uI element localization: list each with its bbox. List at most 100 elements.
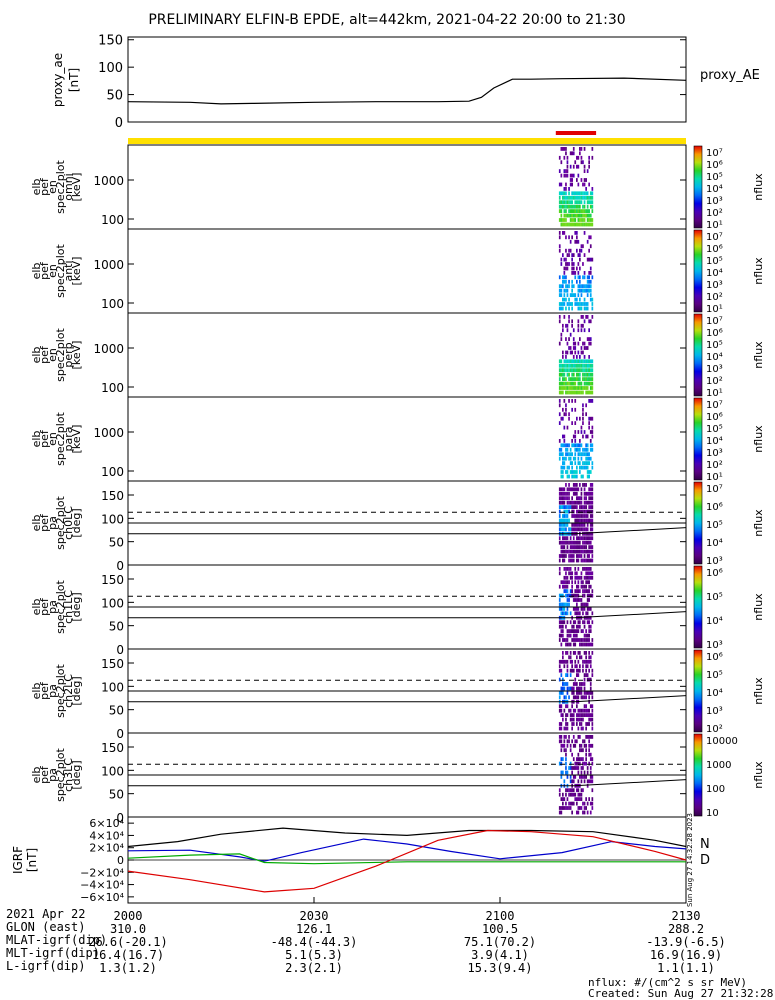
ch2lc-panel-pixel [589,659,592,664]
omni-panel-pixel [562,191,564,196]
ch2lc-panel-pixel [585,659,587,664]
ch1lc-panel-pixel [589,584,592,589]
ch0lc-panel-pixel [583,523,586,527]
para-panel-ytick-label: 1000 [93,426,124,440]
ch1lc-panel-pixel [579,638,581,642]
para-panel-pixel [586,443,589,448]
anti-panel-pixel [586,302,589,306]
ch2lc-panel-pixel [579,655,581,660]
ch2lc-panel-pixel [558,677,561,682]
ch3lc-panel-pixel [577,779,580,784]
para-panel-pixel [568,416,570,421]
para-panel-pixel [583,452,586,457]
perp-panel-pixel [591,315,594,319]
ch2lc-panel-pixel [580,717,583,722]
ch2lc-panel-cbar-tick: 10² [706,724,723,735]
ch0lc-panel-pixel [580,536,583,541]
ch2lc-panel-pixel [585,713,587,717]
perp-panel-pixel [558,390,561,395]
omni-panel-pixel [569,218,572,222]
ch3lc-panel-pixel [580,779,583,784]
para-panel-pixel [558,403,561,408]
ch0lc-panel-pixel [571,505,573,509]
perp-panel-pixel [574,363,577,368]
ch1lc-panel-pixel [574,580,577,585]
omni-panel-pixel [569,173,572,178]
anti-panel-pixel [585,306,587,311]
omni-panel-pixel [588,222,590,227]
perp-panel-pixel [565,363,567,368]
anti-panel-pixel [562,302,564,306]
perp-panel-pixel [569,390,572,395]
ch0lc-panel-pixel [572,514,575,518]
perp-panel-pixel [585,346,587,350]
omni-panel-pixel [560,213,563,218]
omni-panel-cbar-tick: 10⁴ [706,184,723,195]
ch0lc-panel-pixel [577,536,580,541]
ch0lc-panel-pixel [585,518,587,523]
ch3lc-panel-pixel [580,775,583,779]
footer-label-mlt: MLT-igrf(dip) [6,946,100,960]
ch2lc-panel-pixel [569,686,572,691]
ch0lc-panel-pixel [563,518,566,523]
para-panel-pixel [565,456,567,461]
omni-panel-pixel [576,155,578,160]
ch0lc-panel-pixel [568,527,570,532]
perp-panel-pixel [571,323,573,328]
ch1lc-panel-pixel [571,580,573,585]
anti-panel-pixel [563,231,566,235]
para-panel-pixel [558,399,561,403]
page-title: PRELIMINARY ELFIN-B EPDE, alt=442km, 202… [148,12,625,28]
anti-panel-pixel [576,302,578,306]
ch2lc-panel-pixel [568,686,570,691]
ch1lc-panel-pixel [565,611,567,616]
ch0lc-panel-pixel [568,554,570,558]
para-panel-pixel [568,474,570,479]
ch0lc-panel-pixel [572,487,575,492]
ch3lc-panel-pixel [579,792,581,797]
para-panel-pixel [586,461,589,465]
omni-panel-pixel [569,164,572,169]
anti-panel-pixel [572,262,575,266]
omni-panel-pixel [586,222,589,227]
para-panel-ylabel-line: elb [30,431,43,448]
para-panel-pixel [589,430,592,434]
perp-panel-pixel [572,368,575,373]
ch3lc-panel-data [558,735,594,815]
ch0lc-panel-pixel [577,496,580,501]
para-panel-pixel [566,470,569,474]
ch0lc-panel-pixel [574,505,577,509]
ch0lc-panel-pixel [585,500,587,505]
ch1lc-panel-pixel [562,584,564,589]
ch3lc-panel-pixel [585,797,587,801]
omni-panel-pixel [571,173,573,178]
perp-panel-ylabel-line: perp [62,342,75,367]
ch3lc-panel-pixel [562,801,564,806]
para-panel-pixel [588,416,590,421]
anti-panel-pixel [558,302,561,306]
ch3lc-panel-cbar-tick: 1000 [706,760,731,771]
para-panel-pixel [571,439,573,443]
perp-panel-pixel [586,390,589,395]
para-panel-pixel [566,443,569,448]
anti-panel-pixel [588,279,590,284]
ch2lc-panel-pixel [572,708,575,713]
ch0lc-panel-cbar-tick: 10⁵ [706,520,723,531]
perp-panel-pixel [580,386,583,390]
anti-panel-pixel [568,306,570,311]
ch1lc-panel-pixel [585,584,587,589]
perp-panel-pixel [577,323,580,328]
para-panel-pixel [589,456,592,461]
ch1lc-panel-pixel [572,629,575,633]
perp-panel-ytick-label: 100 [101,381,124,395]
ch1lc-panel-pixel [562,607,564,611]
ch1lc-panel-pixel [588,629,590,633]
ch2lc-panel-pixel [572,668,575,673]
omni-panel-pixel [565,182,567,187]
omni-panel-pixel [574,218,577,222]
perp-panel-pixel [580,390,583,395]
perp-panel-pixel [579,377,581,381]
omni-panel-pixel [558,204,561,209]
ch1lc-panel-pixel [591,593,594,598]
ch3lc-panel-ytick-label: 0 [116,811,124,825]
